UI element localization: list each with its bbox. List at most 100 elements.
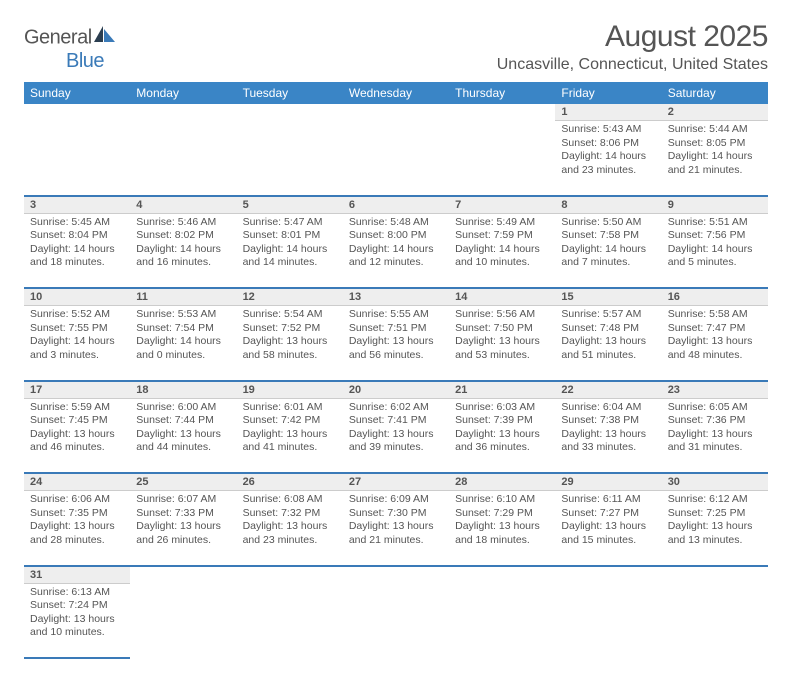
day-content-cell: Sunrise: 5:58 AMSunset: 7:47 PMDaylight:… bbox=[662, 306, 768, 381]
day-number-cell: 9 bbox=[662, 196, 768, 214]
calendar-table: SundayMondayTuesdayWednesdayThursdayFrid… bbox=[24, 82, 768, 659]
day-content-cell: Sunrise: 6:05 AMSunset: 7:36 PMDaylight:… bbox=[662, 398, 768, 473]
day-content-cell: Sunrise: 6:13 AMSunset: 7:24 PMDaylight:… bbox=[24, 583, 130, 658]
day-content-cell: Sunrise: 6:08 AMSunset: 7:32 PMDaylight:… bbox=[237, 491, 343, 566]
day-content-cell: Sunrise: 5:44 AMSunset: 8:05 PMDaylight:… bbox=[662, 121, 768, 196]
sunset-line: Sunset: 7:29 PM bbox=[455, 507, 549, 521]
day-content-cell bbox=[555, 583, 661, 658]
daylight-line: Daylight: 14 hours and 14 minutes. bbox=[243, 243, 337, 270]
logo-word-blue: Blue bbox=[66, 50, 104, 72]
daylight-line: Daylight: 14 hours and 10 minutes. bbox=[455, 243, 549, 270]
sunset-line: Sunset: 7:33 PM bbox=[136, 507, 230, 521]
daylight-line: Daylight: 13 hours and 18 minutes. bbox=[455, 520, 549, 547]
day-content-cell: Sunrise: 5:53 AMSunset: 7:54 PMDaylight:… bbox=[130, 306, 236, 381]
month-title: August 2025 bbox=[497, 20, 768, 54]
sunset-line: Sunset: 7:50 PM bbox=[455, 322, 549, 336]
day-content-cell: Sunrise: 6:03 AMSunset: 7:39 PMDaylight:… bbox=[449, 398, 555, 473]
day-number-row: 10111213141516 bbox=[24, 288, 768, 306]
sunset-line: Sunset: 8:05 PM bbox=[668, 137, 762, 151]
sunset-line: Sunset: 7:38 PM bbox=[561, 414, 655, 428]
daylight-line: Daylight: 14 hours and 16 minutes. bbox=[136, 243, 230, 270]
day-content-cell: Sunrise: 5:46 AMSunset: 8:02 PMDaylight:… bbox=[130, 213, 236, 288]
calendar-page: GeneralBlue August 2025 Uncasville, Conn… bbox=[0, 0, 792, 679]
day-content-cell: Sunrise: 5:48 AMSunset: 8:00 PMDaylight:… bbox=[343, 213, 449, 288]
daylight-line: Daylight: 13 hours and 28 minutes. bbox=[30, 520, 124, 547]
sunset-line: Sunset: 7:52 PM bbox=[243, 322, 337, 336]
day-number-cell: 10 bbox=[24, 288, 130, 306]
weekday-header: Saturday bbox=[662, 82, 768, 104]
day-number-cell: 8 bbox=[555, 196, 661, 214]
daylight-line: Daylight: 14 hours and 7 minutes. bbox=[561, 243, 655, 270]
day-number-cell bbox=[130, 566, 236, 584]
day-content-cell bbox=[343, 121, 449, 196]
daylight-line: Daylight: 13 hours and 39 minutes. bbox=[349, 428, 443, 455]
daylight-line: Daylight: 13 hours and 26 minutes. bbox=[136, 520, 230, 547]
day-number-cell bbox=[449, 566, 555, 584]
sunset-line: Sunset: 7:47 PM bbox=[668, 322, 762, 336]
sunrise-line: Sunrise: 5:56 AM bbox=[455, 308, 549, 322]
daylight-line: Daylight: 13 hours and 58 minutes. bbox=[243, 335, 337, 362]
sunset-line: Sunset: 7:27 PM bbox=[561, 507, 655, 521]
sunset-line: Sunset: 7:24 PM bbox=[30, 599, 124, 613]
sunset-line: Sunset: 7:45 PM bbox=[30, 414, 124, 428]
day-number-cell: 31 bbox=[24, 566, 130, 584]
sunset-line: Sunset: 7:55 PM bbox=[30, 322, 124, 336]
sunset-line: Sunset: 7:30 PM bbox=[349, 507, 443, 521]
sunrise-line: Sunrise: 5:59 AM bbox=[30, 401, 124, 415]
sunrise-line: Sunrise: 6:07 AM bbox=[136, 493, 230, 507]
sunrise-line: Sunrise: 5:46 AM bbox=[136, 216, 230, 230]
day-content-cell: Sunrise: 5:59 AMSunset: 7:45 PMDaylight:… bbox=[24, 398, 130, 473]
sunrise-line: Sunrise: 6:08 AM bbox=[243, 493, 337, 507]
sunset-line: Sunset: 7:51 PM bbox=[349, 322, 443, 336]
day-content-row: Sunrise: 5:43 AMSunset: 8:06 PMDaylight:… bbox=[24, 121, 768, 196]
day-content-cell bbox=[449, 583, 555, 658]
sunrise-line: Sunrise: 6:00 AM bbox=[136, 401, 230, 415]
day-number-row: 31 bbox=[24, 566, 768, 584]
daylight-line: Daylight: 13 hours and 13 minutes. bbox=[668, 520, 762, 547]
day-number-cell: 18 bbox=[130, 381, 236, 399]
sail-icon bbox=[94, 26, 116, 50]
daylight-line: Daylight: 14 hours and 3 minutes. bbox=[30, 335, 124, 362]
daylight-line: Daylight: 13 hours and 23 minutes. bbox=[243, 520, 337, 547]
day-number-cell: 19 bbox=[237, 381, 343, 399]
day-number-cell: 6 bbox=[343, 196, 449, 214]
day-number-row: 3456789 bbox=[24, 196, 768, 214]
day-content-cell: Sunrise: 5:54 AMSunset: 7:52 PMDaylight:… bbox=[237, 306, 343, 381]
day-content-cell bbox=[237, 121, 343, 196]
sunset-line: Sunset: 7:41 PM bbox=[349, 414, 443, 428]
sunrise-line: Sunrise: 5:54 AM bbox=[243, 308, 337, 322]
day-number-cell: 26 bbox=[237, 473, 343, 491]
day-number-row: 17181920212223 bbox=[24, 381, 768, 399]
day-number-cell: 7 bbox=[449, 196, 555, 214]
day-number-cell: 12 bbox=[237, 288, 343, 306]
sunset-line: Sunset: 8:01 PM bbox=[243, 229, 337, 243]
day-content-cell: Sunrise: 6:07 AMSunset: 7:33 PMDaylight:… bbox=[130, 491, 236, 566]
day-content-cell bbox=[237, 583, 343, 658]
daylight-line: Daylight: 13 hours and 53 minutes. bbox=[455, 335, 549, 362]
day-number-cell bbox=[343, 566, 449, 584]
day-number-cell: 29 bbox=[555, 473, 661, 491]
daylight-line: Daylight: 13 hours and 46 minutes. bbox=[30, 428, 124, 455]
sunrise-line: Sunrise: 5:51 AM bbox=[668, 216, 762, 230]
sunrise-line: Sunrise: 5:48 AM bbox=[349, 216, 443, 230]
sunset-line: Sunset: 7:58 PM bbox=[561, 229, 655, 243]
day-number-cell bbox=[130, 104, 236, 121]
sunset-line: Sunset: 8:06 PM bbox=[561, 137, 655, 151]
day-number-cell: 14 bbox=[449, 288, 555, 306]
weekday-header: Sunday bbox=[24, 82, 130, 104]
day-content-cell: Sunrise: 5:45 AMSunset: 8:04 PMDaylight:… bbox=[24, 213, 130, 288]
daylight-line: Daylight: 13 hours and 41 minutes. bbox=[243, 428, 337, 455]
calendar-thead: SundayMondayTuesdayWednesdayThursdayFrid… bbox=[24, 82, 768, 104]
logo-text: GeneralBlue bbox=[24, 26, 117, 73]
sunrise-line: Sunrise: 6:03 AM bbox=[455, 401, 549, 415]
day-content-cell: Sunrise: 6:06 AMSunset: 7:35 PMDaylight:… bbox=[24, 491, 130, 566]
daylight-line: Daylight: 13 hours and 33 minutes. bbox=[561, 428, 655, 455]
sunrise-line: Sunrise: 5:57 AM bbox=[561, 308, 655, 322]
sunset-line: Sunset: 8:04 PM bbox=[30, 229, 124, 243]
day-number-cell: 13 bbox=[343, 288, 449, 306]
title-block: August 2025 Uncasville, Connecticut, Uni… bbox=[497, 20, 768, 74]
day-content-cell: Sunrise: 6:10 AMSunset: 7:29 PMDaylight:… bbox=[449, 491, 555, 566]
daylight-line: Daylight: 13 hours and 36 minutes. bbox=[455, 428, 549, 455]
weekday-header: Thursday bbox=[449, 82, 555, 104]
day-content-cell: Sunrise: 6:00 AMSunset: 7:44 PMDaylight:… bbox=[130, 398, 236, 473]
